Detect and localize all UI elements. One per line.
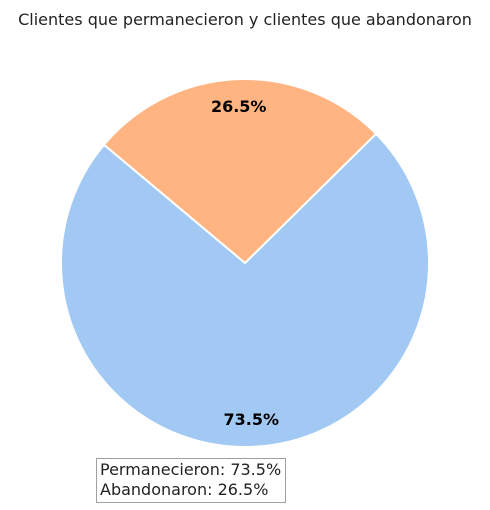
chart-title: Clientes que permanecieron y clientes qu… xyxy=(18,10,472,29)
pie-label-churned: 26.5% xyxy=(211,97,267,116)
pie-label-retained: 73.5% xyxy=(224,410,280,429)
annotation-line-retained: Permanecieron: 73.5% xyxy=(100,460,282,479)
summary-annotation-box: Permanecieron: 73.5% Abandonaron: 26.5% xyxy=(96,458,287,503)
pie-slice-retained xyxy=(60,132,430,448)
pie-slice-churned xyxy=(103,78,378,264)
annotation-line-churned: Abandonaron: 26.5% xyxy=(100,480,269,499)
